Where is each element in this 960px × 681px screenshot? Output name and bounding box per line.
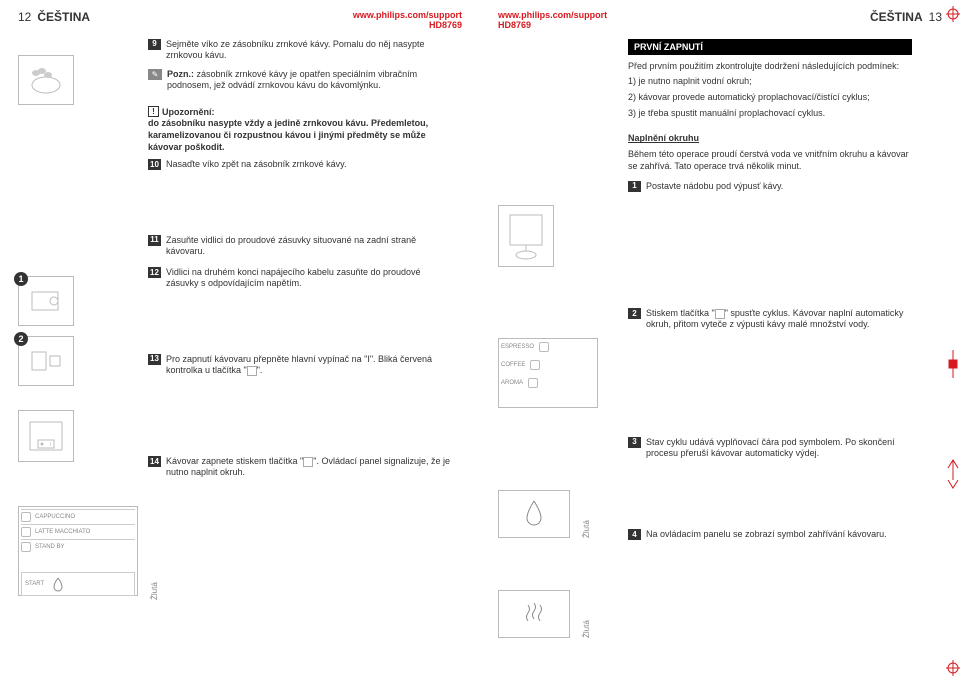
label-coffee: COFFEE	[501, 362, 525, 368]
url-block-right: www.philips.com/support HD8769	[498, 10, 607, 31]
step-number: 13	[148, 354, 161, 365]
sub-paragraph: Během této operace proudí čerstvá voda v…	[628, 149, 912, 172]
step-13: 13 Pro zapnutí kávovaru přepněte hlavní …	[148, 354, 454, 377]
step-text: Pro zapnutí kávovaru přepněte hlavní vyp…	[166, 354, 454, 377]
page-number: 12	[18, 10, 31, 24]
color-label-yellow: Žlutá	[582, 620, 591, 638]
header-left: 12 ČEŠTINA www.philips.com/support HD876…	[18, 10, 462, 31]
step-11: 11 Zasuňte vidlici do proudové zásuvky s…	[148, 235, 454, 258]
figure-display-heat	[498, 590, 570, 638]
label-standby: STAND BY	[35, 544, 65, 550]
step-number: 2	[628, 308, 641, 319]
figure-badge-1: 1	[14, 272, 28, 286]
text-column-left: 9 Sejměte víko ze zásobníku zrnkové kávy…	[148, 39, 454, 479]
water-drop-icon	[521, 499, 547, 529]
figure-display-espresso: ESPRESSO COFFEE AROMA	[498, 338, 598, 408]
coffee-icon	[530, 360, 540, 370]
step-text: Postavte nádobu pod výpusť kávy.	[646, 181, 783, 192]
step-4: 4 Na ovládacím panelu se zobrazí symbol …	[628, 529, 912, 540]
note-text: Pozn.: zásobník zrnkové kávy je opatřen …	[167, 69, 454, 92]
step-10: 10 Nasaďte víko zpět na zásobník zrnkové…	[148, 159, 454, 170]
figure-plug-2	[18, 336, 74, 386]
svg-text:I: I	[50, 442, 51, 448]
label-aroma: AROMA	[501, 380, 523, 386]
espresso-icon	[539, 342, 549, 352]
note-block: ✎ Pozn.: zásobník zrnkové kávy je opatře…	[148, 69, 454, 92]
step-14: 14 Kávovar zapnete stiskem tlačítka "". …	[148, 456, 454, 479]
aroma-icon	[528, 378, 538, 388]
header-right: www.philips.com/support HD8769 ČEŠTINA 1…	[498, 10, 942, 31]
step-text: Stiskem tlačítka "" spusťte cyklus. Kávo…	[646, 308, 912, 331]
section-heading: PRVNÍ ZAPNUTÍ	[628, 39, 912, 55]
start-icon	[715, 309, 725, 319]
step-3: 3 Stav cyklu udává vyplňovací čára pod s…	[628, 437, 912, 460]
figure-beans	[18, 55, 74, 105]
url-block-left: www.philips.com/support HD8769	[353, 10, 462, 31]
manual-spread: 12 ČEŠTINA www.philips.com/support HD876…	[0, 0, 960, 681]
label-latte: LATTE MACCHIATO	[35, 529, 90, 535]
latte-icon	[21, 527, 31, 537]
step-number: 12	[148, 267, 161, 278]
step-text: Kávovar zapnete stiskem tlačítka "". Ovl…	[166, 456, 454, 479]
step-number: 11	[148, 235, 161, 246]
cappuccino-icon	[21, 512, 31, 522]
figure-display-fill	[498, 490, 570, 538]
condition-1: 1) je nutno naplnit vodní okruh;	[628, 76, 912, 88]
figure-badge-2: 2	[14, 332, 28, 346]
water-drop-icon	[50, 576, 66, 592]
page-13: www.philips.com/support HD8769 ČEŠTINA 1…	[480, 0, 960, 681]
model-number: HD8769	[498, 20, 607, 30]
figure-control-panel: CAPPUCCINO LATTE MACCHIATO STAND BY STAR…	[18, 506, 138, 596]
step-text: Nasaďte víko zpět na zásobník zrnkové ká…	[166, 159, 346, 170]
language-label: ČEŠTINA	[37, 10, 90, 24]
condition-2: 2) kávovar provede automatický proplacho…	[628, 92, 912, 104]
support-url: www.philips.com/support	[353, 10, 462, 20]
support-url: www.philips.com/support	[498, 10, 607, 20]
lang-block-right: ČEŠTINA 13	[870, 10, 942, 24]
step-number: 1	[628, 181, 641, 192]
standby-icon	[21, 542, 31, 552]
label-cappuccino: CAPPUCCINO	[35, 514, 75, 520]
figure-plug-1	[18, 276, 74, 326]
figure-switch: I	[18, 410, 74, 462]
note-icon: ✎	[148, 69, 162, 80]
step-number: 3	[628, 437, 641, 448]
warning-block: !Upozornění: do zásobníku nasypte vždy a…	[148, 106, 454, 154]
lang-block-left: 12 ČEŠTINA	[18, 10, 90, 24]
subheading: Naplnění okruhu	[628, 133, 912, 143]
label-espresso: ESPRESSO	[501, 344, 534, 350]
text-column-right: PRVNÍ ZAPNUTÍ Před prvním použitím zkont…	[628, 39, 912, 541]
figure-cup-under-spout	[498, 205, 554, 267]
step-number: 10	[148, 159, 161, 170]
color-label-yellow: Žlutá	[150, 582, 159, 600]
heat-icon	[521, 599, 547, 629]
step-12: 12 Vidlici na druhém konci napájecího ka…	[148, 267, 454, 290]
color-label-yellow: Žlutá	[582, 520, 591, 538]
label-start: START	[25, 581, 44, 587]
step-number: 9	[148, 39, 161, 50]
step-text: Na ovládacím panelu se zobrazí symbol za…	[646, 529, 887, 540]
step-1: 1 Postavte nádobu pod výpusť kávy.	[628, 181, 912, 192]
step-text: Zasuňte vidlici do proudové zásuvky situ…	[166, 235, 454, 258]
model-number: HD8769	[353, 20, 462, 30]
step-text: Sejměte víko ze zásobníku zrnkové kávy. …	[166, 39, 454, 62]
power-icon	[247, 366, 257, 376]
warning-label: Upozornění:	[162, 107, 215, 117]
intro-text: Před prvním použitím zkontrolujte dodrže…	[628, 61, 912, 73]
step-number: 4	[628, 529, 641, 540]
step-number: 14	[148, 456, 161, 467]
step-text: Stav cyklu udává vyplňovací čára pod sym…	[646, 437, 912, 460]
step-text: Vidlici na druhém konci napájecího kabel…	[166, 267, 454, 290]
warning-icon: !	[148, 106, 159, 117]
page-12: 12 ČEŠTINA www.philips.com/support HD876…	[0, 0, 480, 681]
warning-text: do zásobníku nasypte vždy a jedině zrnko…	[148, 118, 454, 153]
power-icon	[303, 457, 313, 467]
step-2: 2 Stiskem tlačítka "" spusťte cyklus. Ká…	[628, 308, 912, 331]
step-9: 9 Sejměte víko ze zásobníku zrnkové kávy…	[148, 39, 454, 62]
page-number: 13	[929, 10, 942, 24]
condition-3: 3) je třeba spustit manuální proplachova…	[628, 108, 912, 120]
language-label: ČEŠTINA	[870, 10, 923, 24]
